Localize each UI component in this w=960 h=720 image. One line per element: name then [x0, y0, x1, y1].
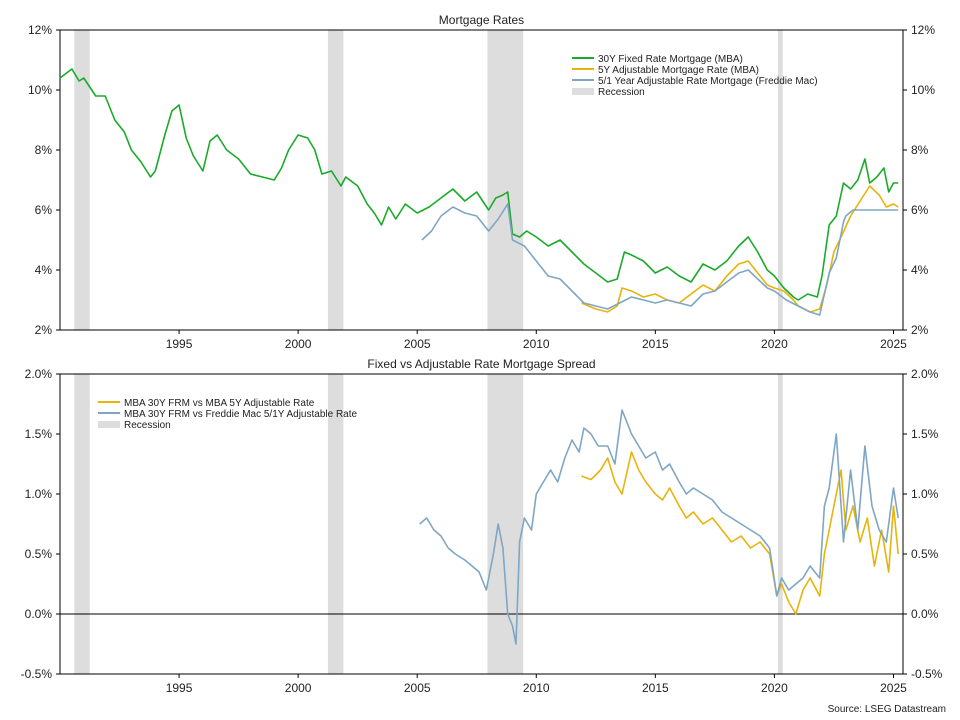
y-tick-label-left: -0.5% — [21, 667, 53, 681]
x-tick-label: 2020 — [761, 337, 788, 351]
x-tick-label: 2015 — [642, 337, 669, 351]
plot-frame — [59, 373, 904, 675]
x-tick-label: 2000 — [285, 681, 312, 695]
legend-label: 5/1 Year Adjustable Rate Mortgage (Fredd… — [598, 76, 818, 87]
x-tick-label: 1995 — [166, 337, 193, 351]
y-tick-label-left: 8% — [35, 143, 53, 157]
legend-label: Recession — [124, 420, 171, 431]
recession-band — [777, 374, 783, 674]
y-tick-label-right: 1.5% — [911, 427, 939, 441]
recession-band — [487, 30, 524, 330]
recession-band — [74, 374, 90, 674]
legend-swatch — [572, 88, 594, 95]
y-tick-label-left: 4% — [35, 263, 53, 277]
y-tick-label-left: 10% — [28, 83, 52, 97]
recession-band — [74, 30, 90, 330]
legend-swatch — [98, 421, 120, 428]
recession-band — [327, 30, 344, 330]
y-tick-label-right: 12% — [911, 23, 935, 37]
y-tick-label-right: -0.5% — [911, 667, 943, 681]
y-tick-label-left: 12% — [28, 23, 52, 37]
y-tick-label-right: 1.0% — [911, 487, 939, 501]
x-tick-label: 1995 — [166, 681, 193, 695]
y-tick-label-right: 4% — [911, 263, 929, 277]
mortgage-rates-panel: Mortgage Rates 2% 2% 4% 4% 6% 6% 8% 8% 10% 10% 12% 1… — [28, 13, 935, 351]
y-tick-label-right: 2% — [911, 323, 929, 337]
x-tick-label: 2010 — [523, 337, 550, 351]
y-tick-label-left: 0.0% — [25, 607, 53, 621]
y-tick-label-left: 2% — [35, 323, 53, 337]
series-line — [419, 409, 899, 645]
chart-title: Mortgage Rates — [439, 13, 524, 27]
series-line — [59, 68, 899, 301]
legend-label: 30Y Fixed Rate Mortgage (MBA) — [598, 54, 743, 65]
plot-frame — [59, 29, 904, 331]
series-line — [421, 203, 899, 316]
x-tick-label: 2005 — [404, 681, 431, 695]
y-tick-label-left: 2.0% — [25, 367, 53, 381]
legend-label: MBA 30Y FRM vs Freddie Mac 5/1Y Adjustab… — [124, 409, 358, 420]
y-tick-label-right: 6% — [911, 203, 929, 217]
y-tick-label-right: 2.0% — [911, 367, 939, 381]
recession-band — [487, 374, 524, 674]
legend-label: Recession — [598, 87, 645, 98]
y-tick-label-right: 0.5% — [911, 547, 939, 561]
y-tick-label-right: 0.0% — [911, 607, 939, 621]
legend-label: MBA 30Y FRM vs MBA 5Y Adjustable Rate — [124, 398, 315, 409]
chart-title: Fixed vs Adjustable Rate Mortgage Spread — [367, 357, 595, 371]
spread-panel: Fixed vs Adjustable Rate Mortgage Spread… — [21, 357, 943, 695]
y-tick-label-left: 0.5% — [25, 547, 53, 561]
x-tick-label: 2000 — [285, 337, 312, 351]
series-line — [581, 451, 899, 615]
y-tick-label-left: 1.0% — [25, 487, 53, 501]
recession-band — [777, 30, 783, 330]
y-tick-label-right: 10% — [911, 83, 935, 97]
x-tick-label: 2025 — [880, 681, 907, 695]
series-line — [581, 185, 899, 313]
recession-band — [327, 374, 344, 674]
y-tick-label-left: 1.5% — [25, 427, 53, 441]
x-tick-label: 2025 — [880, 337, 907, 351]
x-tick-label: 2020 — [761, 681, 788, 695]
x-tick-label: 2010 — [523, 681, 550, 695]
x-tick-label: 2015 — [642, 681, 669, 695]
source-note: Source: LSEG Datastream — [828, 704, 946, 715]
y-tick-label-left: 6% — [35, 203, 53, 217]
x-tick-label: 2005 — [404, 337, 431, 351]
legend-label: 5Y Adjustable Mortgage Rate (MBA) — [598, 65, 759, 76]
y-tick-label-right: 8% — [911, 143, 929, 157]
